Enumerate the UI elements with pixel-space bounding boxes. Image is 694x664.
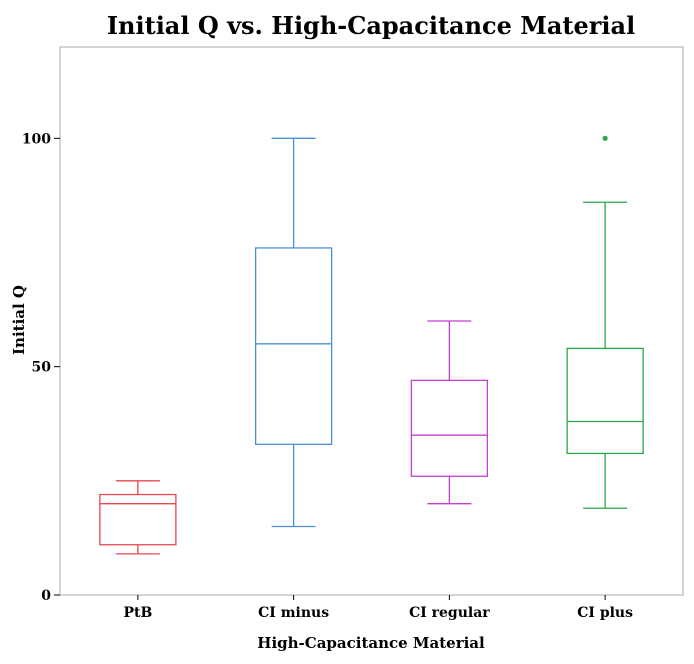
x-tick-label: CI plus [577, 605, 633, 621]
box-ci-minus [254, 137, 333, 528]
x-tick-label: CI minus [258, 605, 329, 621]
x-tick-label: PtB [123, 605, 152, 621]
x-axis-label: High-Capacitance Material [257, 634, 485, 652]
box-ptb [99, 480, 177, 555]
y-tick-label: 0 [41, 588, 51, 604]
y-tick-label: 50 [32, 360, 52, 376]
iqr-box [254, 247, 333, 445]
outlier-point [602, 135, 608, 141]
y-axis-label: Initial Q [10, 285, 28, 355]
y-tick-label: 100 [22, 131, 51, 147]
iqr-box [410, 379, 489, 477]
chart-title: Initial Q vs. High-Capacitance Material [107, 11, 635, 40]
box-ci-regular [410, 320, 489, 505]
x-tick-label: CI regular [409, 605, 490, 621]
box-ci-plus [566, 135, 644, 509]
y-axis: 0 50 100 [22, 131, 60, 604]
iqr-box [566, 347, 644, 455]
box-series-group [99, 135, 644, 555]
iqr-box [99, 493, 177, 546]
x-axis: PtB CI minus CI regular CI plus [123, 595, 633, 621]
plot-frame [59, 46, 684, 596]
